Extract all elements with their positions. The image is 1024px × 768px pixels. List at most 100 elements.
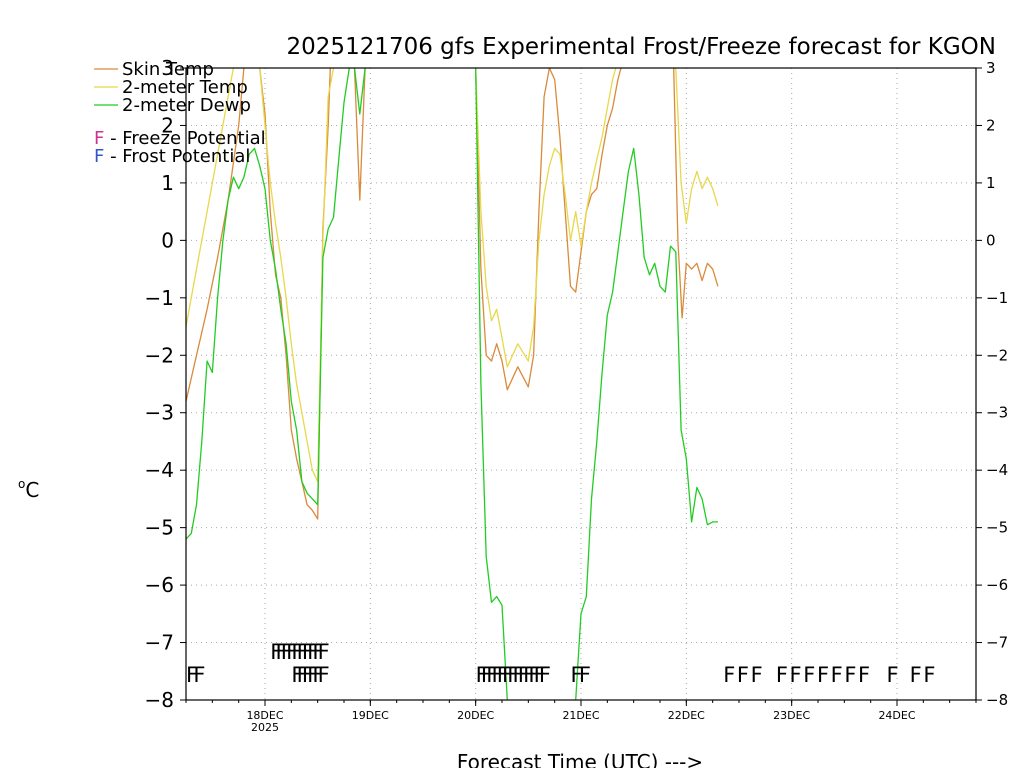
series-lines — [186, 68, 719, 700]
series-line-skin-temp — [673, 68, 719, 319]
freeze-marker: F — [513, 663, 525, 687]
freeze-marker: F — [831, 663, 843, 687]
freeze-marker: F — [790, 663, 802, 687]
freeze-marker: F — [534, 663, 546, 687]
y-axis-label: oC — [18, 477, 39, 502]
freeze-marker: F — [186, 663, 198, 687]
chart-title: 2025121706 gfs Experimental Frost/Freeze… — [287, 34, 996, 60]
y-tick-label-right: 2 — [986, 116, 996, 134]
y-tick-label-right: −1 — [986, 289, 1008, 307]
legend-label-skin-temp: Skin Temp — [122, 59, 214, 80]
legend-label-2m-temp: 2-meter Temp — [122, 77, 248, 98]
series-line-2-meter-temp — [186, 68, 235, 327]
y-tick-label-left: 3 — [161, 56, 174, 80]
series-line-skin-temp — [475, 68, 622, 391]
freeze-marker: F — [523, 663, 535, 687]
freeze-letter: F — [94, 128, 104, 149]
y-axis-label-unit: C — [25, 478, 39, 502]
freeze-marker: F — [886, 663, 898, 687]
freeze-marker: F — [751, 663, 763, 687]
series-line-skin-temp — [259, 68, 331, 520]
series-line-2-meter-dewp — [575, 147, 718, 700]
freeze-marker: F — [491, 663, 503, 687]
legend-entry-skin-temp: Skin Temp — [94, 59, 214, 80]
x-tick-label: 21DEC — [562, 709, 599, 722]
freeze-marker: F — [502, 663, 514, 687]
y-tick-label-left: 0 — [161, 228, 174, 252]
frost-marker: F — [281, 640, 293, 664]
frost-marker: F — [297, 640, 309, 664]
x-tick-sublabel: 2025 — [251, 721, 279, 734]
freeze-marker: F — [297, 663, 309, 687]
y-tick-label-right: −4 — [986, 461, 1008, 479]
freeze-marker: F — [528, 663, 540, 687]
series-line-2-meter-dewp — [475, 68, 508, 700]
y-tick-label-right: −3 — [986, 404, 1008, 422]
freeze-marker: F — [291, 663, 303, 687]
freeze-marker: F — [481, 663, 493, 687]
y-tick-label-left: 2 — [161, 113, 174, 137]
y-tick-label-right: −7 — [986, 634, 1008, 652]
x-tick-label: 22DEC — [668, 709, 705, 722]
freeze-marker: F — [579, 663, 591, 687]
freeze-marker: F — [193, 663, 205, 687]
frost-marker: F — [270, 640, 282, 664]
y-tick-label-right: −8 — [986, 691, 1008, 709]
frost-marker: F — [312, 640, 324, 664]
freeze-marker: F — [539, 663, 551, 687]
y-tick-label-left: −7 — [145, 631, 174, 655]
freeze-marker: F — [312, 663, 324, 687]
freeze-marker: F — [803, 663, 815, 687]
y-tick-label-left: −3 — [145, 401, 174, 425]
freeze-marker: F — [844, 663, 856, 687]
y-tick-label-right: 0 — [986, 231, 996, 249]
legend: Skin Temp 2-meter Temp 2-meter Dewp F - … — [94, 59, 266, 167]
freeze-marker: F — [302, 663, 314, 687]
freeze-marker: F — [307, 663, 319, 687]
y-tick-label-left: −6 — [145, 573, 174, 597]
freeze-marker: F — [923, 663, 935, 687]
y-tick-label-left: −8 — [145, 688, 174, 712]
freeze-marker: F — [507, 663, 519, 687]
freeze-marker: F — [817, 663, 829, 687]
frost-potential-text: - Frost Potential — [104, 146, 250, 167]
y-tick-label-right: −6 — [986, 576, 1008, 594]
freeze-marker: F — [858, 663, 870, 687]
freeze-potential-text: - Freeze Potential — [104, 128, 265, 149]
freeze-marker: F — [318, 663, 330, 687]
freeze-marker: F — [737, 663, 749, 687]
freeze-marker: F — [497, 663, 509, 687]
legend-label-2m-dewp: 2-meter Dewp — [122, 95, 251, 116]
legend-entry-2m-temp: 2-meter Temp — [94, 77, 248, 98]
series-line-skin-temp — [186, 68, 245, 402]
y-tick-label-left: −5 — [145, 516, 174, 540]
y-axis-label-degree: o — [18, 477, 25, 491]
y-tick-label-left: −2 — [145, 343, 174, 367]
frost-marker: F — [291, 640, 303, 664]
legend-freeze-potential: F - Freeze Potential — [94, 128, 266, 149]
y-tick-label-left: −4 — [145, 458, 174, 482]
freeze-marker: F — [910, 663, 922, 687]
y-tick-label-right: 3 — [986, 59, 996, 77]
series-line-2-meter-dewp — [353, 68, 366, 115]
series-line-2-meter-temp — [675, 68, 719, 224]
series-line-2-meter-temp — [475, 68, 617, 368]
frost-marker: F — [307, 640, 319, 664]
frost-marker: F — [318, 640, 330, 664]
x-tick-label: 19DEC — [352, 709, 389, 722]
x-tick-label: 18DEC — [246, 709, 283, 722]
x-axis-label: Forecast Time (UTC) ---> — [457, 750, 703, 768]
series-line-skin-temp — [353, 68, 366, 201]
series-line-2-meter-dewp — [186, 68, 350, 540]
frost-marker: F — [276, 640, 288, 664]
x-tick-label: 23DEC — [773, 709, 810, 722]
freeze-marker: F — [486, 663, 498, 687]
legend-entry-2m-dewp: 2-meter Dewp — [94, 95, 251, 116]
frost-marker: F — [286, 640, 298, 664]
legend-frost-potential: F - Frost Potential — [94, 146, 250, 167]
x-tick-label: 24DEC — [878, 709, 915, 722]
y-tick-label-left: −1 — [145, 286, 174, 310]
